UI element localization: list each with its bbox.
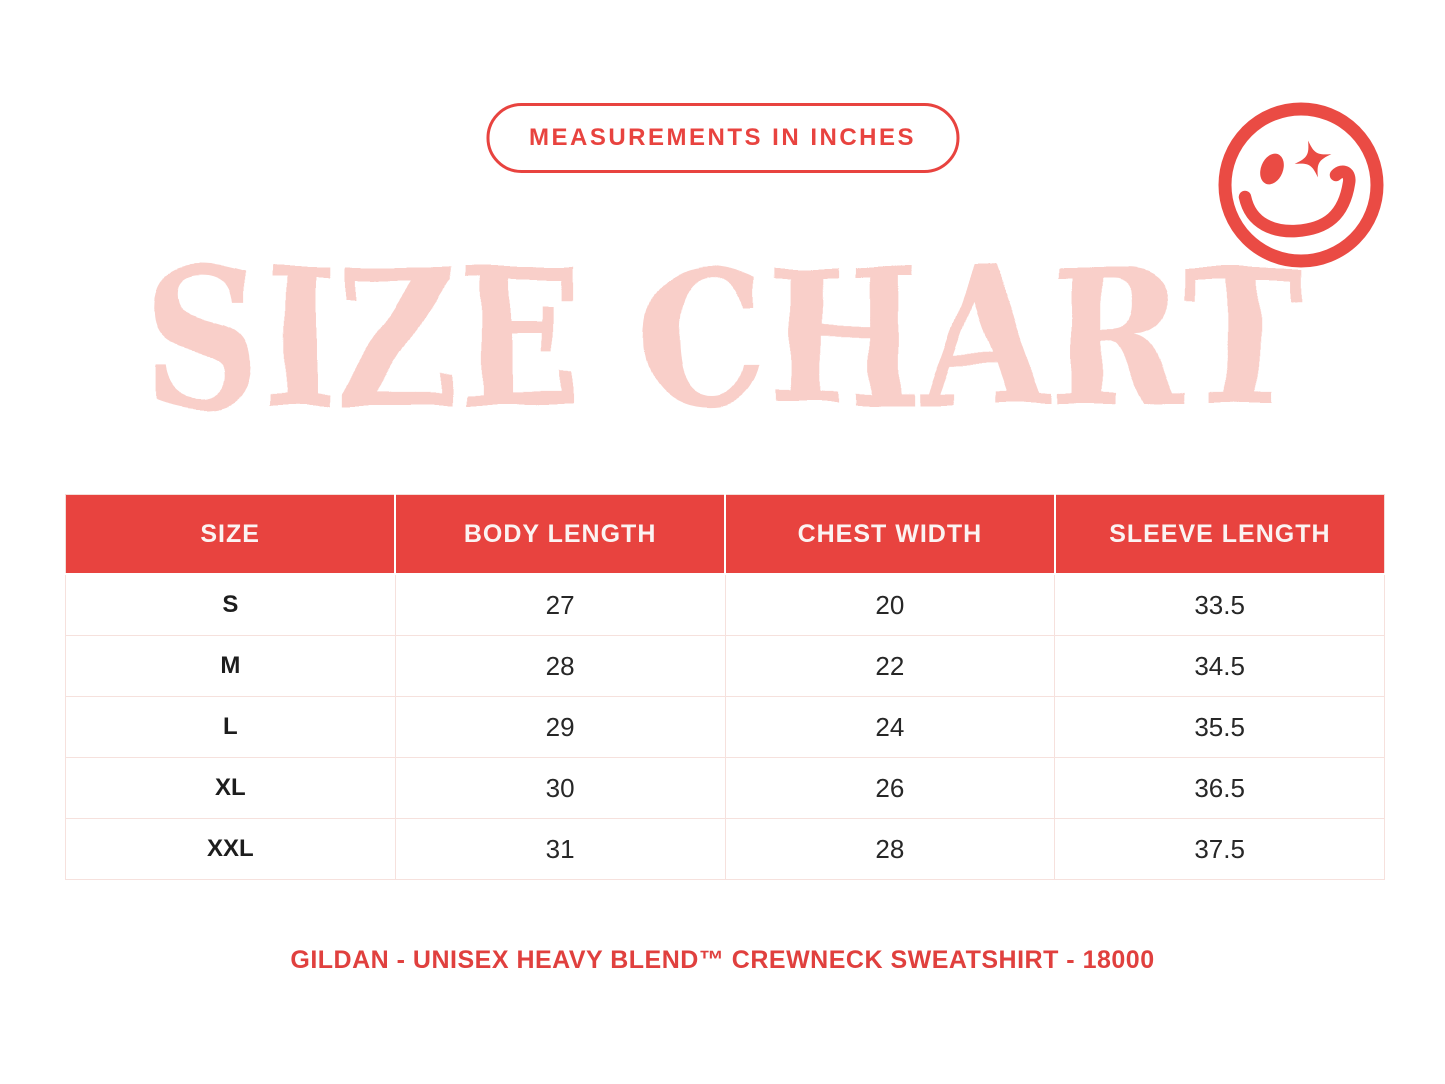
cell-size: XXL [65, 818, 396, 880]
cell-sleeve-length: 35.5 [1054, 696, 1385, 758]
cell-size: L [65, 696, 396, 758]
cell-sleeve-length: 36.5 [1054, 757, 1385, 819]
footer-note: GILDAN - UNISEX HEAVY BLEND™ CREWNECK SW… [0, 946, 1445, 975]
cell-size: S [65, 573, 396, 636]
page-title-text: SIZE CHART [143, 228, 1303, 449]
winking-smiley-icon [1218, 102, 1384, 268]
table-row: L 29 24 35.5 [65, 696, 1385, 758]
cell-size: M [65, 635, 396, 697]
cell-chest-width: 28 [724, 818, 1056, 880]
measurements-badge-label: MEASUREMENTS IN INCHES [528, 124, 917, 151]
table-row: XXL 31 28 37.5 [65, 818, 1385, 880]
measurements-badge: MEASUREMENTS IN INCHES [485, 103, 960, 173]
cell-body-length: 27 [394, 573, 726, 636]
cell-body-length: 30 [394, 757, 726, 819]
table-header-row: SIZE BODY LENGTH CHEST WIDTH SLEEVE LENG… [65, 494, 1385, 575]
table-row: S 27 20 33.5 [65, 573, 1385, 636]
cell-chest-width: 24 [724, 696, 1056, 758]
header-cell-size: SIZE [65, 494, 397, 575]
header-cell-chest-width: CHEST WIDTH [725, 494, 1056, 575]
cell-body-length: 28 [394, 635, 726, 697]
cell-chest-width: 26 [724, 757, 1056, 819]
size-table: SIZE BODY LENGTH CHEST WIDTH SLEEVE LENG… [65, 494, 1385, 880]
table-row: XL 30 26 36.5 [65, 757, 1385, 819]
page-title: SIZE CHART [73, 222, 1373, 452]
cell-sleeve-length: 34.5 [1054, 635, 1385, 697]
cell-sleeve-length: 33.5 [1054, 573, 1385, 636]
header-cell-sleeve-length: SLEEVE LENGTH [1054, 494, 1385, 575]
footer-note-label: GILDAN - UNISEX HEAVY BLEND™ CREWNECK SW… [290, 946, 1155, 974]
cell-body-length: 29 [394, 696, 726, 758]
cell-chest-width: 20 [724, 573, 1056, 636]
header-cell-body-length: BODY LENGTH [395, 494, 726, 575]
table-row: M 28 22 34.5 [65, 635, 1385, 697]
cell-sleeve-length: 37.5 [1054, 818, 1385, 880]
cell-body-length: 31 [394, 818, 726, 880]
cell-size: XL [65, 757, 396, 819]
cell-chest-width: 22 [724, 635, 1056, 697]
